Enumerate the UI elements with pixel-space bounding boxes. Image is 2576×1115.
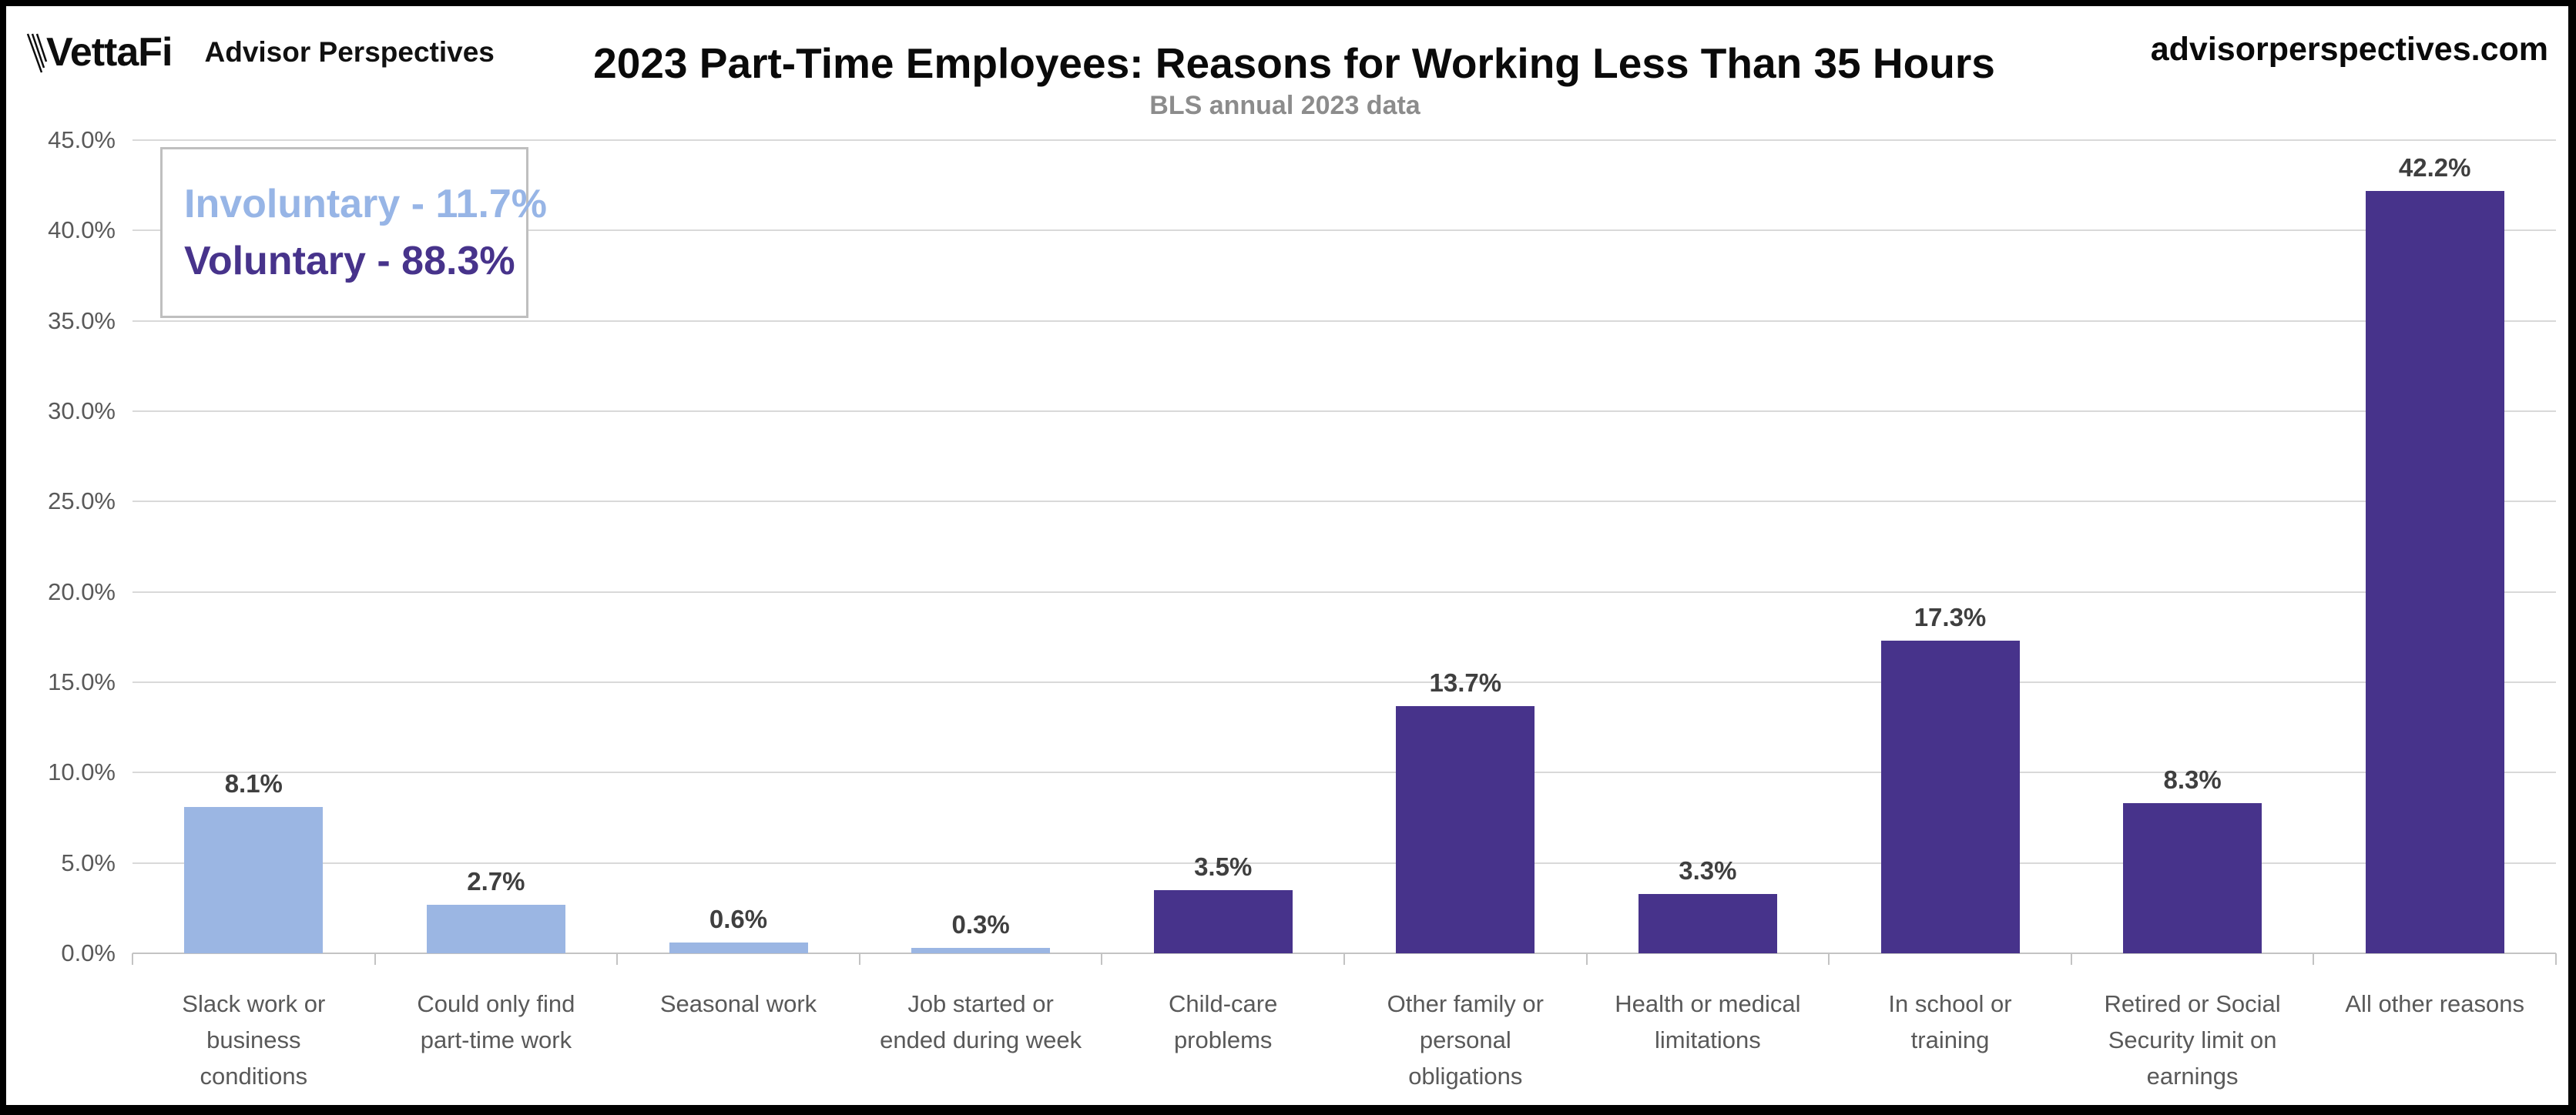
bar-value-label: 8.1% [224,768,283,798]
category-label: Slack work or business conditions [182,990,326,1090]
y-axis-label: 5.0% [61,849,116,876]
y-axis-label: 30.0% [48,397,116,424]
gridline-5.0% [132,862,2556,864]
bar-all-other-reasons [2365,190,2504,953]
bar-could-only-find-part-time-work [426,904,565,953]
bar-value-label: 3.5% [1194,852,1253,881]
gridline-20.0% [132,591,2556,593]
y-axis-label: 10.0% [48,758,116,786]
bar-value-label: 0.3% [951,909,1010,939]
bar-retired-or-social-security-limit-on-earnings [2123,803,2262,953]
logo-primary-text: VettaFi [46,30,173,75]
gridline-40.0% [132,229,2556,232]
y-axis-label: 0.0% [61,939,116,966]
x-axis-tick [2313,953,2315,965]
x-axis-tick [616,953,619,965]
bar-value-label: 8.3% [2163,765,2222,795]
chart-title: 2023 Part-Time Employees: Reasons for Wo… [593,39,1995,87]
bar-in-school-or-training [1880,641,2020,953]
bar-health-or-medical-limitations [1638,893,1777,953]
category-label: All other reasons [2345,990,2524,1017]
gridline-10.0% [132,772,2556,774]
bar-value-label: 2.7% [467,866,525,896]
x-axis-tick [132,953,133,965]
y-axis-label: 35.0% [48,306,116,334]
gridline-45.0% [132,139,2556,141]
category-label: Child-care problems [1169,990,1278,1053]
logo-secondary-text: Advisor Perspectives [204,36,495,68]
vettafi-v-hatch-icon [26,33,48,73]
legend-box: Involuntary - 11.7% Voluntary - 88.3% [160,147,548,318]
bar-slack-work-or-business-conditions [184,806,324,953]
gridline-25.0% [132,501,2556,503]
bar-seasonal-work [669,942,808,953]
website-text: advisorperspectives.com [2150,31,2548,68]
y-axis-label: 15.0% [48,668,116,695]
category-label: Health or medical limitations [1615,990,1801,1053]
x-axis-tick [1343,953,1345,965]
y-axis-label: 20.0% [48,578,116,605]
x-axis-tick [858,953,860,965]
chart-subtitle: BLS annual 2023 data [1149,91,1420,120]
bar-value-label: 0.6% [709,904,768,933]
bar-other-family-or-personal-obligations [1396,705,1535,953]
x-axis-tick [374,953,376,965]
bar-child-care-problems [1153,889,1293,953]
y-axis-label: 45.0% [48,126,116,153]
bar-value-label: 17.3% [1914,603,1987,632]
category-label: Job started or ended during week [880,990,1082,1053]
vettafi-logo: VettaFi Advisor Perspectives [26,29,495,75]
y-axis-label: 25.0% [48,487,116,515]
legend-involuntary-label: Involuntary - 11.7% [184,182,548,226]
y-axis-label: 40.0% [48,216,116,244]
category-label: In school or training [1888,990,2012,1053]
gridline-30.0% [132,410,2556,412]
category-label: Seasonal work [659,990,817,1017]
x-axis-tick [1585,953,1588,965]
x-axis-tick [1101,953,1103,965]
gridline-35.0% [132,320,2556,322]
category-label: Other family or personal obligations [1387,990,1544,1090]
bar-value-label: 42.2% [2398,152,2471,182]
category-label: Could only find part-time work [417,990,575,1053]
x-axis-tick [2070,953,2072,965]
bar-job-started-or-ended-during-week [911,947,1051,953]
category-label: Retired or Social Security limit on earn… [2104,990,2281,1090]
bar-value-label: 13.7% [1429,668,1502,697]
gridline-15.0% [132,681,2556,683]
legend-voluntary-label: Voluntary - 88.3% [184,239,515,283]
x-axis-tick [1828,953,1830,965]
bar-value-label: 3.3% [1679,856,1737,885]
x-axis-tick [2555,953,2557,965]
